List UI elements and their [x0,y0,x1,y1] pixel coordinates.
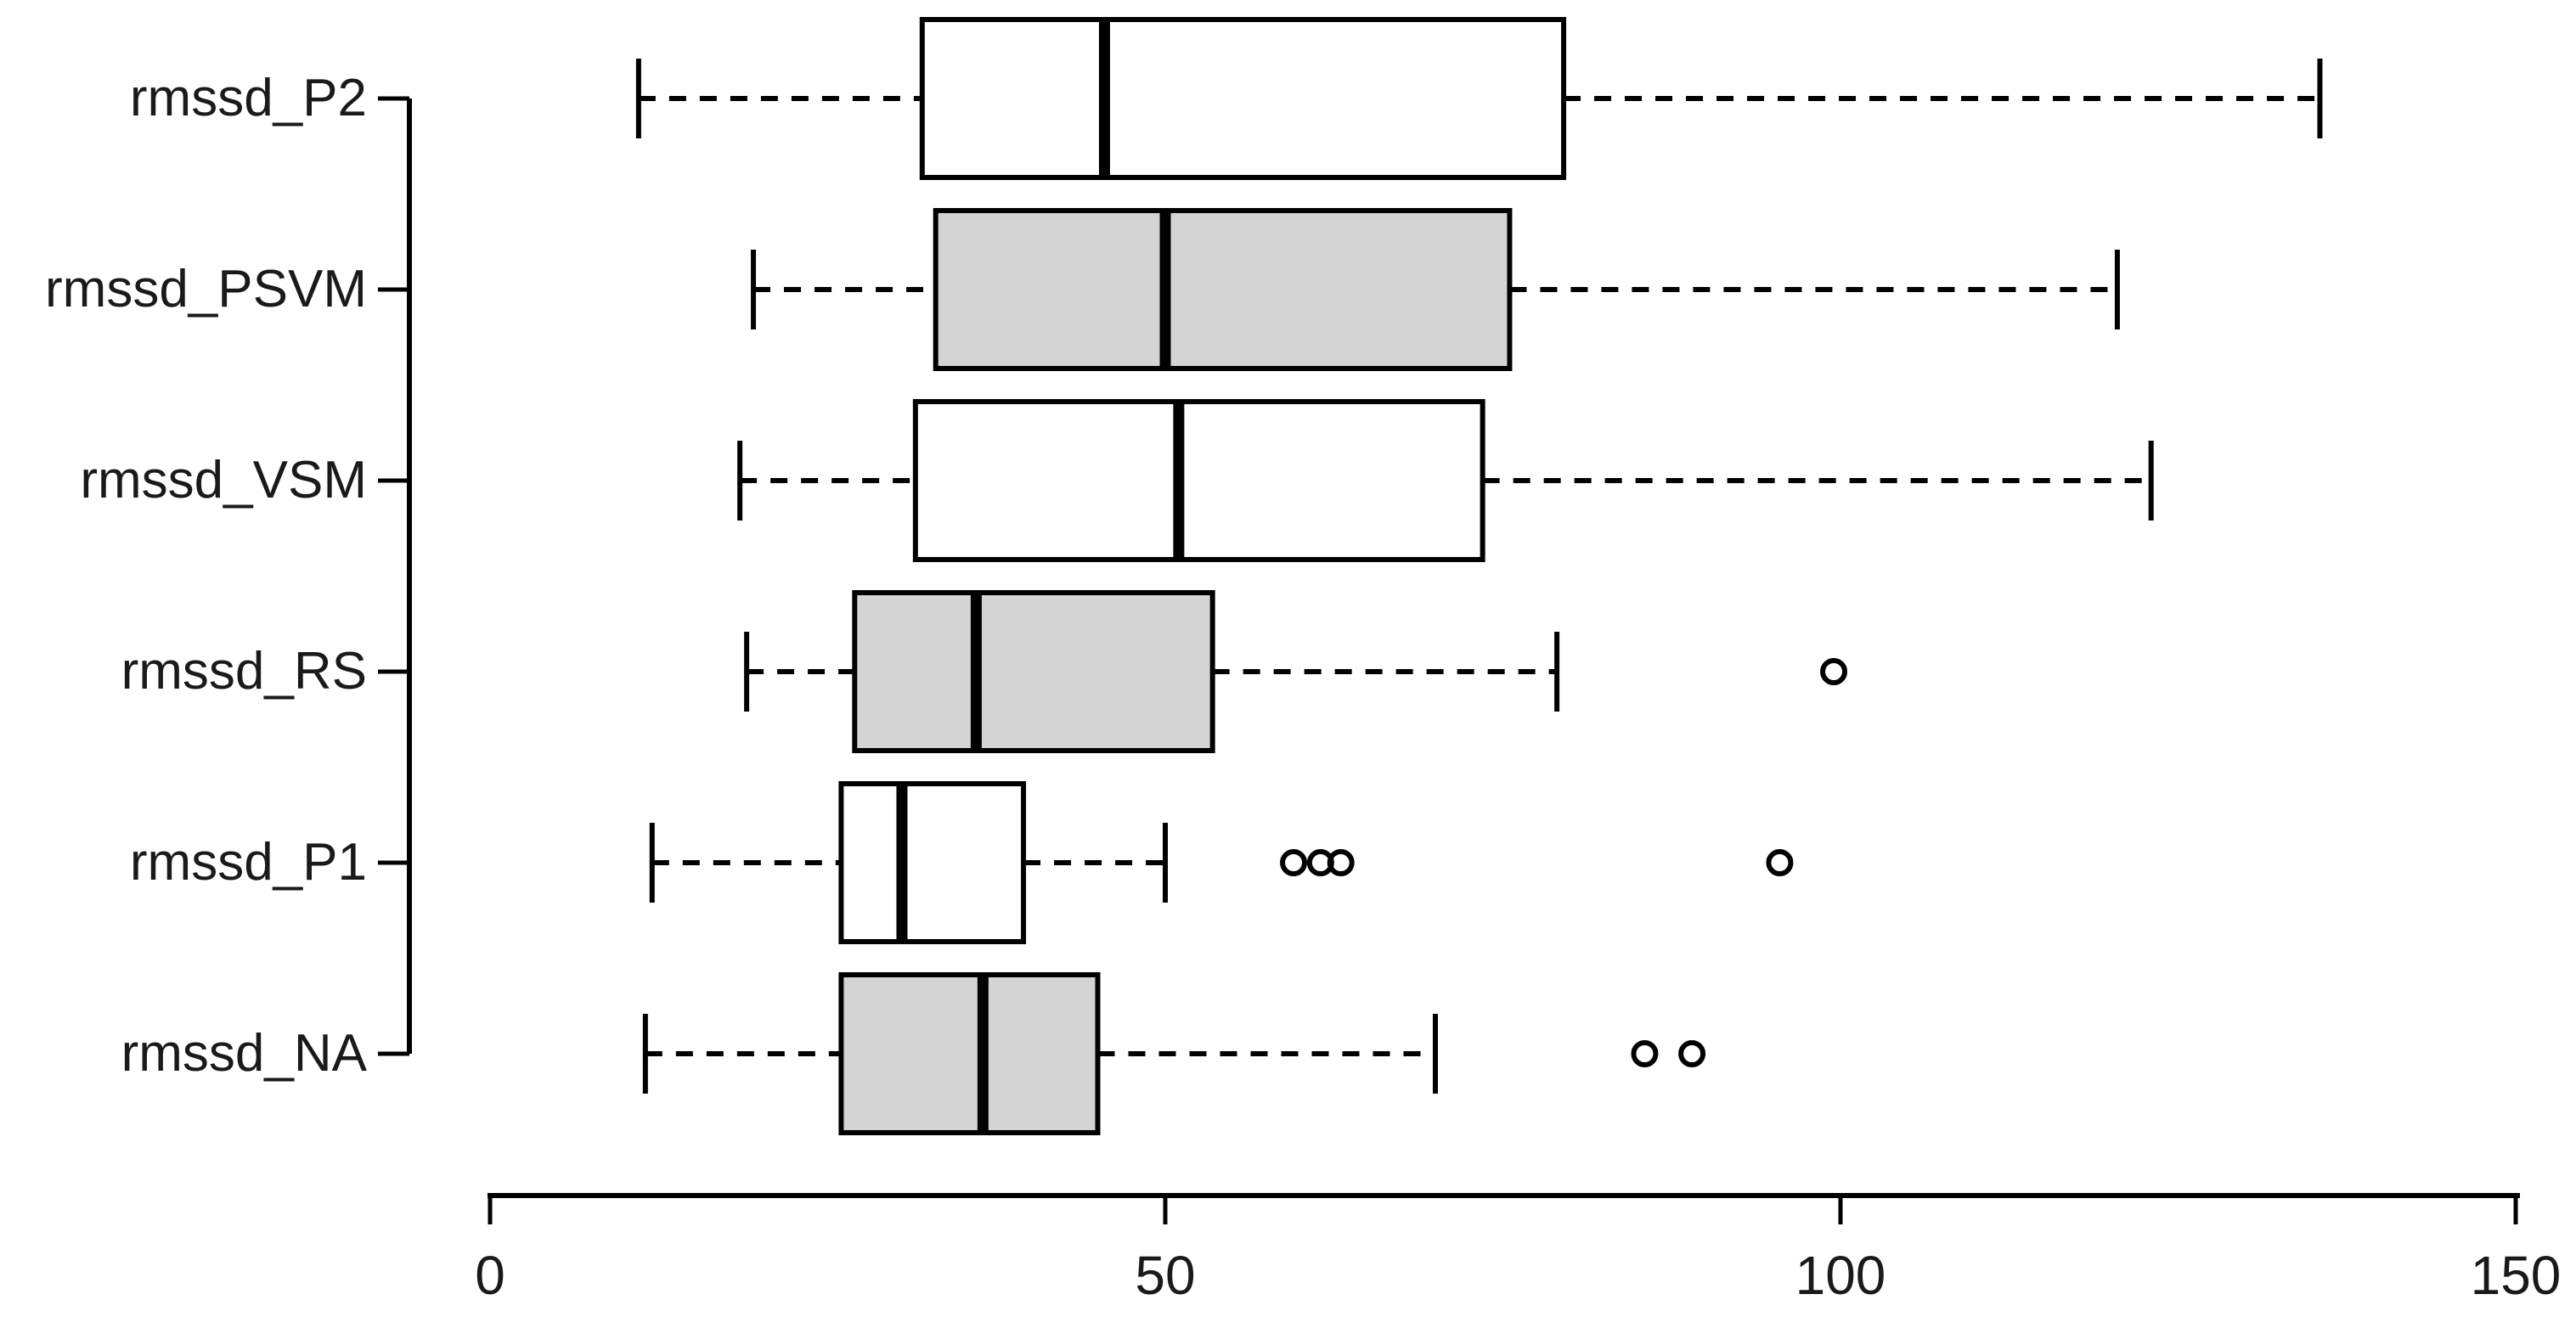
iqr-box [919,17,1567,180]
category-label-rmssd-vsm: rmssd_VSM [80,451,367,509]
iqr-box [838,781,1027,944]
x-tick-label-150: 150 [2470,1245,2562,1306]
category-label-rmssd-p2: rmssd_P2 [129,69,367,127]
outlier-point [1766,849,1794,876]
x-tick-label-50: 50 [1135,1245,1196,1306]
category-label-rmssd-na: rmssd_NA [121,1024,367,1083]
outlier-point [1631,1040,1659,1067]
outlier-point [1327,849,1355,876]
outlier-point [1678,1040,1706,1067]
category-label-rmssd-psvm: rmssd_PSVM [45,260,367,318]
x-tick-label-100: 100 [1795,1245,1886,1306]
iqr-box [852,590,1215,753]
category-label-rmssd-p1: rmssd_P1 [129,833,367,892]
iqr-box [933,208,1513,371]
iqr-box [912,399,1485,562]
x-tick-label-0: 0 [475,1245,505,1306]
category-label-rmssd-rs: rmssd_RS [121,642,367,701]
iqr-box [838,972,1101,1135]
outlier-point [1820,658,1848,685]
outlier-point [1280,849,1308,876]
